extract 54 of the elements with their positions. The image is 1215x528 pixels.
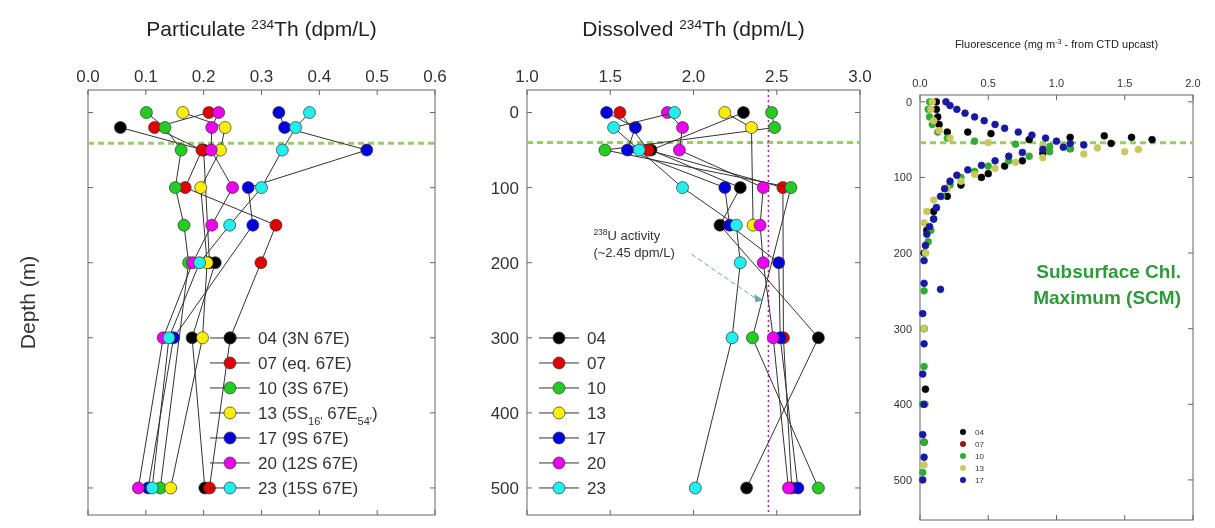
chart-title: Dissolved $^{234}$Th (dpm/L)	[582, 16, 805, 40]
legend-label: 13	[587, 403, 606, 423]
annotation: Subsurface Chl. Maximum (SCM)	[1033, 260, 1181, 308]
x-tick-label: 0.3	[249, 67, 274, 86]
y-tick-label: 500	[893, 473, 912, 486]
legend-label: 13 (5S$_{16'}$ 67E$_{54'}$)	[258, 403, 378, 427]
x-tick-label: 2.0	[681, 67, 706, 86]
legend-label: 20	[587, 453, 606, 473]
legend-label: 17	[975, 475, 985, 485]
x-tick-label: 1.5	[598, 67, 623, 86]
x-tick-label: 2.0	[1185, 77, 1201, 89]
legend-label: 10	[587, 378, 606, 398]
y-axis-title: Depth (m)	[16, 255, 39, 350]
x-tick-label: 0.1	[134, 67, 158, 86]
legend-label: 04	[587, 328, 606, 348]
x-tick-label: 0.5	[365, 67, 389, 86]
y-tick-label: 500	[490, 478, 519, 498]
y-tick-label: 100	[893, 171, 912, 184]
legend-label: 04 (3N 67E)	[258, 328, 350, 348]
y-tick-label: 400	[490, 403, 519, 423]
annotation: $^{238}$U activity (~2.45 dpm/L)	[593, 227, 675, 261]
y-tick-label: 300	[893, 322, 912, 335]
y-tick-label: 100	[490, 178, 519, 198]
chart-title: Particulate $^{234}$Th (dpm/L)	[146, 16, 377, 40]
x-tick-label: 0.0	[912, 77, 928, 89]
x-tick-label: 3.0	[848, 67, 872, 86]
legend-label: 23 (15S 67E)	[258, 478, 359, 498]
legend-label: 10	[975, 451, 985, 461]
legend-label: 04	[975, 427, 985, 437]
x-tick-label: 2.5	[764, 67, 789, 86]
legend-label: 13	[975, 463, 985, 473]
legend-label: 07	[587, 353, 606, 373]
x-tick-label: 0.5	[980, 77, 996, 89]
y-tick-label: 0	[509, 103, 519, 123]
legend-label: 17	[587, 428, 606, 448]
y-tick-label: 200	[490, 253, 519, 273]
y-tick-label: 400	[893, 398, 912, 411]
x-tick-label: 1.0	[515, 67, 539, 86]
x-tick-label: 0.0	[76, 67, 100, 86]
legend-label: 23	[587, 478, 606, 498]
legend-label: 10 (3S 67E)	[258, 378, 349, 398]
legend-label: 17 (9S 67E)	[258, 428, 349, 448]
legend-label: 07	[975, 439, 985, 449]
x-tick-label: 0.6	[423, 67, 447, 86]
y-tick-label: 300	[490, 328, 519, 348]
x-tick-label: 1.0	[1048, 77, 1065, 89]
y-tick-label: 200	[893, 246, 912, 259]
legend-label: 07 (eq. 67E)	[258, 353, 352, 373]
x-tick-label: 1.5	[1117, 77, 1133, 89]
x-tick-label: 0.2	[191, 67, 216, 86]
x-tick-label: 0.4	[307, 67, 332, 86]
legend-label: 20 (12S 67E)	[258, 453, 359, 473]
y-tick-label: 0	[905, 95, 912, 108]
chart-title: Fluorescence (mg m$^{-3}$ - from CTD upcast)	[954, 38, 1159, 50]
